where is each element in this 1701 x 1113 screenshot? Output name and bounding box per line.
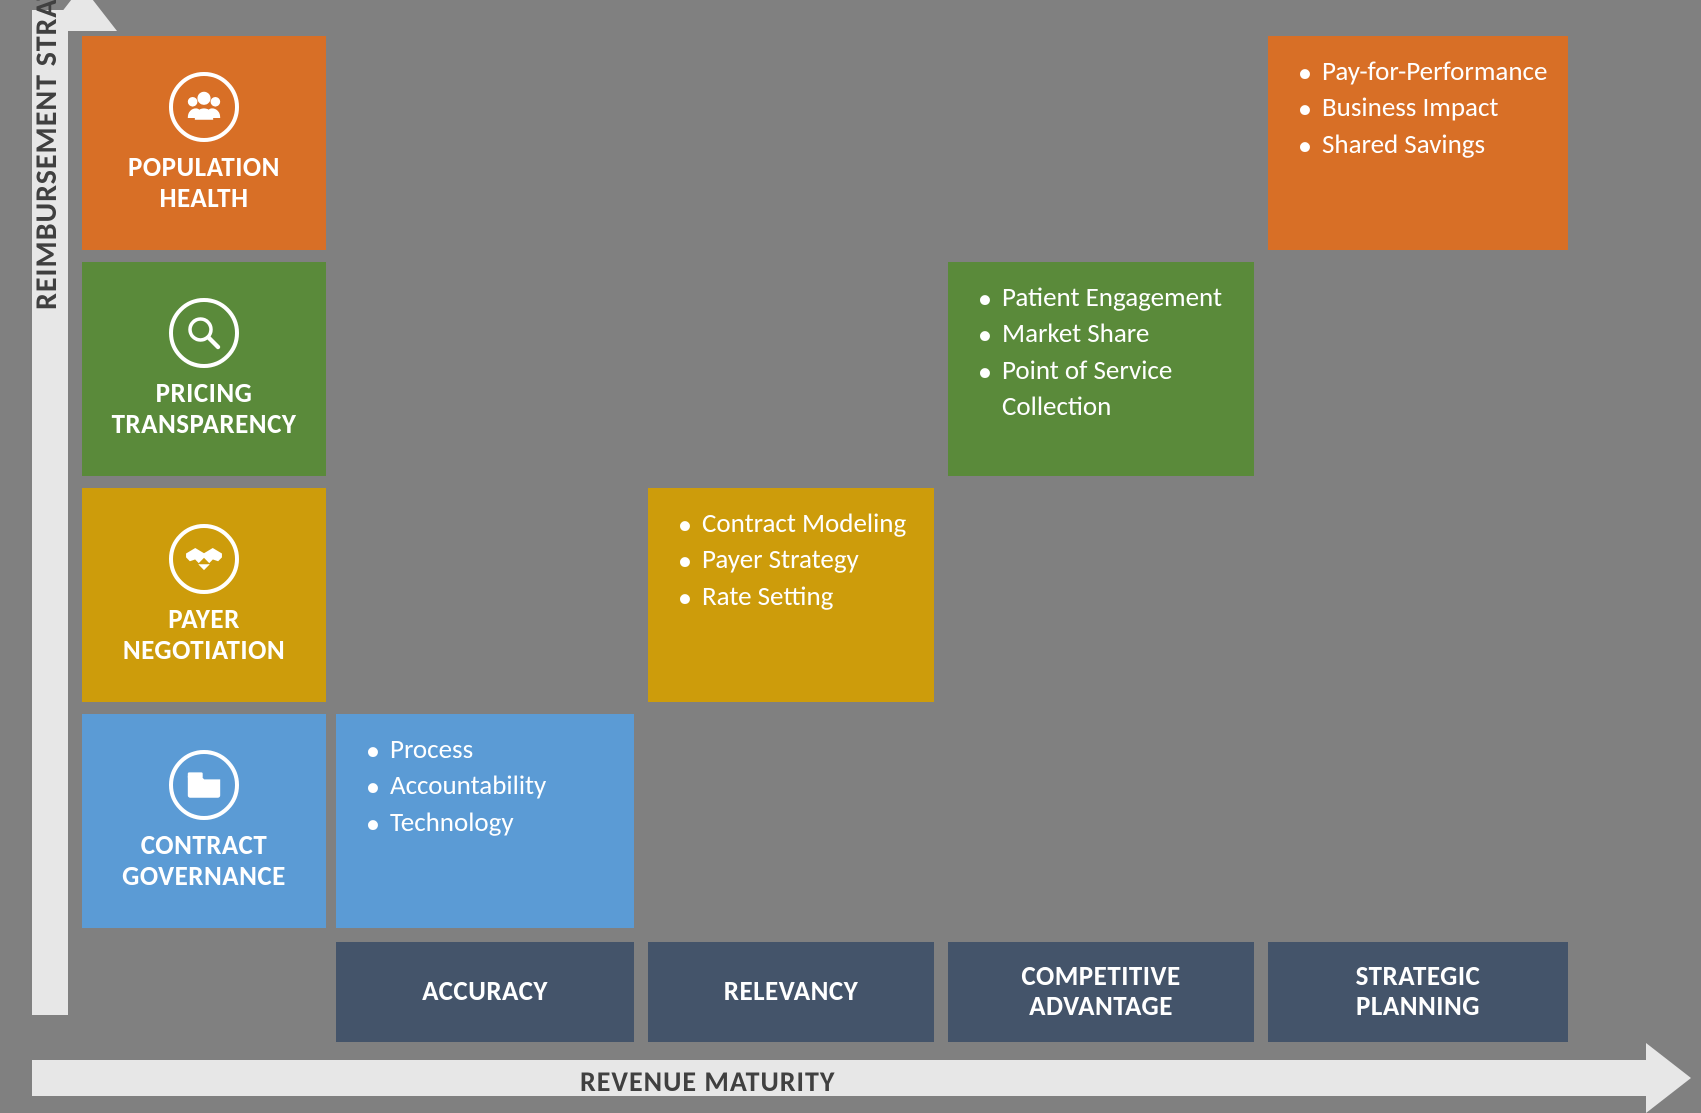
bullet-list: Patient Engagement Market Share Point of…: [968, 280, 1234, 426]
stage-strategic-planning: STRATEGICPLANNING: [1268, 942, 1568, 1042]
stage-label: ACCURACY: [422, 977, 548, 1007]
x-axis-arrow-icon: [1646, 1043, 1691, 1113]
bullet-item: Pay-for-Performance: [1288, 54, 1548, 90]
bullet-item: Accountability: [356, 768, 614, 804]
stage-label: RELEVANCY: [724, 977, 858, 1007]
detail-payer-negotiation: Contract Modeling Payer Strategy Rate Se…: [648, 488, 934, 702]
bullet-item: Point of Service Collection: [968, 353, 1234, 426]
category-population-health: POPULATION HEALTH: [82, 36, 326, 250]
category-payer-negotiation: PAYER NEGOTIATION: [82, 488, 326, 702]
bullet-item: Process: [356, 732, 614, 768]
bullet-item: Business Impact: [1288, 90, 1548, 126]
bullet-item: Patient Engagement: [968, 280, 1234, 316]
stage-relevancy: RELEVANCY: [648, 942, 934, 1042]
category-title: PRICING TRANSPARENCY: [112, 378, 297, 440]
bullet-list: Contract Modeling Payer Strategy Rate Se…: [668, 506, 914, 615]
bullet-item: Shared Savings: [1288, 127, 1548, 163]
x-axis: [32, 1060, 1667, 1096]
folder-icon: [169, 750, 239, 820]
bullet-list: Process Accountability Technology: [356, 732, 614, 841]
category-title: CONTRACT GOVERNANCE: [122, 830, 286, 892]
stage-accuracy: ACCURACY: [336, 942, 634, 1042]
handshake-icon: [169, 524, 239, 594]
category-pricing-transparency: PRICING TRANSPARENCY: [82, 262, 326, 476]
stage-label: COMPETITIVEADVANTAGE: [1021, 962, 1180, 1021]
detail-population-health: Pay-for-Performance Business Impact Shar…: [1268, 36, 1568, 250]
bullet-list: Pay-for-Performance Business Impact Shar…: [1288, 54, 1548, 163]
bullet-item: Rate Setting: [668, 579, 914, 615]
stage-label: STRATEGICPLANNING: [1356, 962, 1481, 1021]
bullet-item: Payer Strategy: [668, 542, 914, 578]
x-axis-label: REVENUE MATURITY: [580, 1064, 835, 1099]
category-contract-governance: CONTRACT GOVERNANCE: [82, 714, 326, 928]
people-icon: [169, 72, 239, 142]
category-title: POPULATION HEALTH: [128, 152, 280, 214]
y-axis-label: REIMBURSEMENT STRATEGY: [28, 0, 65, 310]
bullet-item: Technology: [356, 805, 614, 841]
bullet-item: Contract Modeling: [668, 506, 914, 542]
category-title: PAYER NEGOTIATION: [123, 604, 285, 666]
stage-competitive-advantage: COMPETITIVEADVANTAGE: [948, 942, 1254, 1042]
search-icon: [169, 298, 239, 368]
bullet-item: Market Share: [968, 316, 1234, 352]
detail-pricing-transparency: Patient Engagement Market Share Point of…: [948, 262, 1254, 476]
detail-contract-governance: Process Accountability Technology: [336, 714, 634, 928]
